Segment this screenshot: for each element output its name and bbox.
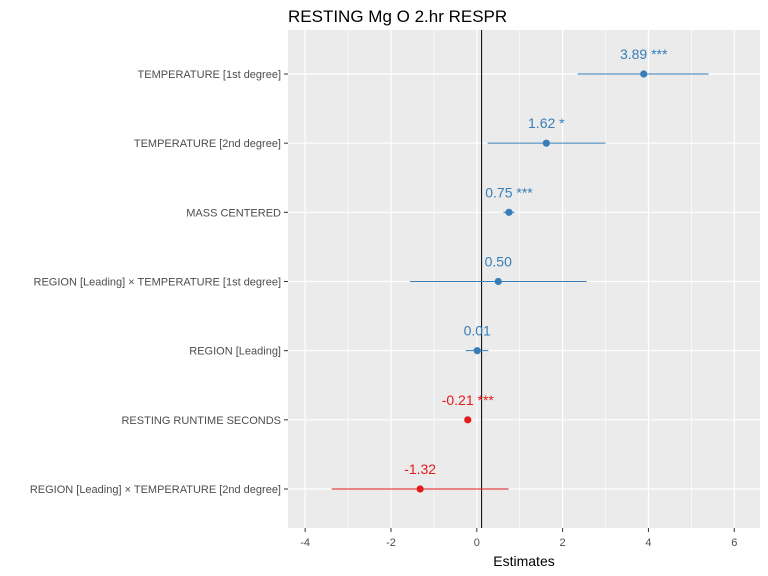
x-tick-label: 2 [560, 537, 566, 549]
y-axis-labels: TEMPERATURE [1st degree] TEMPERATURE [2nd… [30, 69, 288, 496]
x-tick-label: -2 [386, 537, 396, 549]
term-label: TEMPERATURE [1st degree] [138, 69, 281, 81]
x-tick-label: 4 [645, 537, 651, 549]
estimate-data-label: 0.50 [485, 254, 512, 270]
estimate-data-label: 1.62 * [528, 115, 565, 131]
chart-title: RESTING Mg O 2.hr RESPR [288, 7, 507, 26]
x-axis-ticks: -4 -2 0 2 4 6 [300, 528, 737, 549]
term-label: MASS CENTERED [186, 207, 281, 219]
estimate-point [494, 277, 502, 286]
estimate-data-label: -0.21 *** [442, 392, 495, 408]
estimate-data-label: 0.01 [464, 323, 491, 339]
estimate-point [473, 347, 481, 355]
term-label: REGION [Leading] × TEMPERATURE [2nd degr… [30, 484, 281, 496]
term-label: REGION [Leading] × TEMPERATURE [1st degr… [34, 277, 282, 289]
estimate-data-label: 3.89 *** [620, 46, 668, 62]
estimate-point [416, 485, 424, 493]
plot-panel [288, 30, 760, 528]
x-tick-label: 0 [474, 537, 480, 549]
term-label: TEMPERATURE [2nd degree] [134, 138, 281, 150]
estimate-point [542, 139, 550, 147]
x-tick-label: 6 [731, 537, 737, 549]
estimate-data-label: -1.32 [404, 461, 436, 477]
x-tick-label: -4 [300, 537, 310, 549]
estimate-point [464, 416, 472, 424]
term-label: REGION [Leading] [189, 346, 281, 358]
estimate-point [640, 70, 648, 78]
estimate-point [505, 208, 513, 216]
estimate-data-label: 0.75 *** [485, 184, 533, 200]
marks-layer: 3.89 *** 1.62 * 0.75 *** 0.50 0.01 -0.21 *** -… [331, 46, 709, 493]
term-label: RESTING RUNTIME SECONDS [121, 415, 281, 427]
x-axis-title: Estimates [493, 553, 554, 569]
